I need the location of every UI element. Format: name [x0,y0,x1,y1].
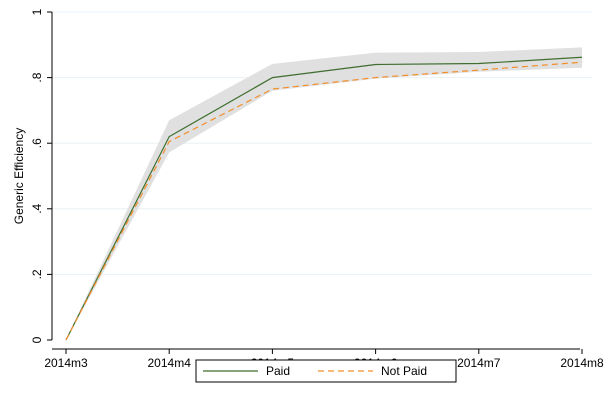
y-ticks: 0 .2 .4 .6 .8 1 [30,8,52,343]
series-line-paid [65,56,583,341]
x-tick-label: 2014m7 [457,356,501,370]
legend-label-paid: Paid [266,364,290,378]
x-tick-label: 2014m3 [44,356,88,370]
y-tick-label: .2 [30,269,44,279]
y-tick-label: .6 [30,138,44,148]
y-tick-label: .8 [30,72,44,82]
legend-box [195,359,457,383]
x-tick-label: 2014m4 [148,356,192,370]
legend-label-not-paid: Not Paid [381,364,427,378]
confidence-band [66,47,582,340]
y-axis-label: Generic Efficiency [12,128,26,225]
gridlines [52,11,592,275]
y-tick-label: 0 [30,336,44,343]
series-line-not-paid [65,61,583,341]
y-tick-label: .4 [30,203,44,213]
series-lines [65,56,583,341]
y-tick-label: 1 [30,8,44,15]
legend: Paid Not Paid [195,359,457,383]
x-tick-label: 2014m8 [560,356,604,370]
